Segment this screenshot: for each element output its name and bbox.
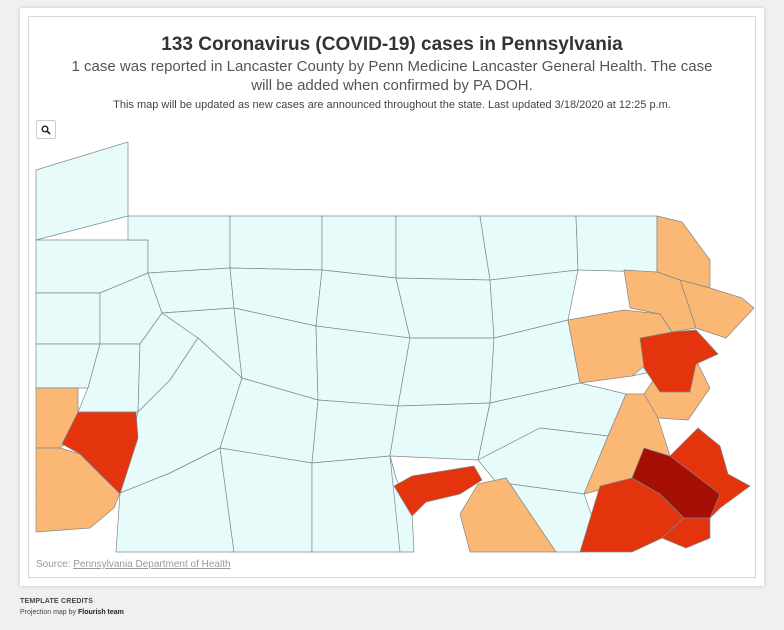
county-lackawanna[interactable] (623, 269, 697, 333)
zoom-button[interactable] (36, 120, 56, 139)
county-shapes (35, 141, 755, 553)
county-montgomery[interactable] (631, 447, 721, 519)
credits-author-link[interactable]: Flourish team (77, 609, 124, 616)
county-potter[interactable] (321, 215, 397, 279)
county-northampton[interactable] (639, 329, 719, 393)
county-franklin[interactable] (389, 455, 415, 553)
map-card: 133 Coronavirus (COVID-19) cases in Penn… (20, 8, 764, 586)
county-tioga[interactable] (395, 215, 491, 281)
county-centre[interactable] (315, 325, 411, 407)
map-update-note: This map will be updated as new cases ar… (113, 99, 671, 111)
map-title: 133 Coronavirus (COVID-19) cases in Penn… (161, 34, 623, 55)
county-bedford[interactable] (219, 447, 313, 553)
pennsylvania-county-map (35, 141, 755, 553)
county-forest[interactable] (147, 267, 235, 314)
county-york[interactable] (459, 477, 557, 553)
source-line: Source: Pennsylvania Department of Healt… (36, 559, 231, 570)
county-erie[interactable] (35, 141, 129, 241)
template-credits: TEMPLATE CREDITS Projection map by Flour… (20, 596, 124, 618)
map-frame (28, 16, 756, 578)
county-mercer[interactable] (35, 292, 101, 345)
credits-prefix: Projection map by (20, 609, 77, 616)
county-allegheny[interactable] (61, 411, 139, 495)
map-subtitle: 1 case was reported in Lancaster County … (71, 58, 713, 94)
county-fulton[interactable] (311, 455, 401, 553)
county-pike[interactable] (679, 279, 755, 339)
county-juniata[interactable] (389, 402, 491, 461)
county-mckean[interactable] (229, 215, 323, 271)
county-susquehanna[interactable] (575, 215, 658, 273)
source-link[interactable]: Pennsylvania Department of Health (73, 559, 231, 570)
search-icon (41, 125, 51, 135)
county-union[interactable] (397, 337, 495, 407)
source-label: Source: (36, 559, 71, 570)
credits-heading: TEMPLATE CREDITS (20, 598, 94, 605)
county-huntingdon[interactable] (311, 399, 399, 464)
county-cumberland[interactable] (393, 465, 483, 517)
county-lycoming[interactable] (395, 277, 495, 339)
county-bradford[interactable] (479, 215, 579, 281)
